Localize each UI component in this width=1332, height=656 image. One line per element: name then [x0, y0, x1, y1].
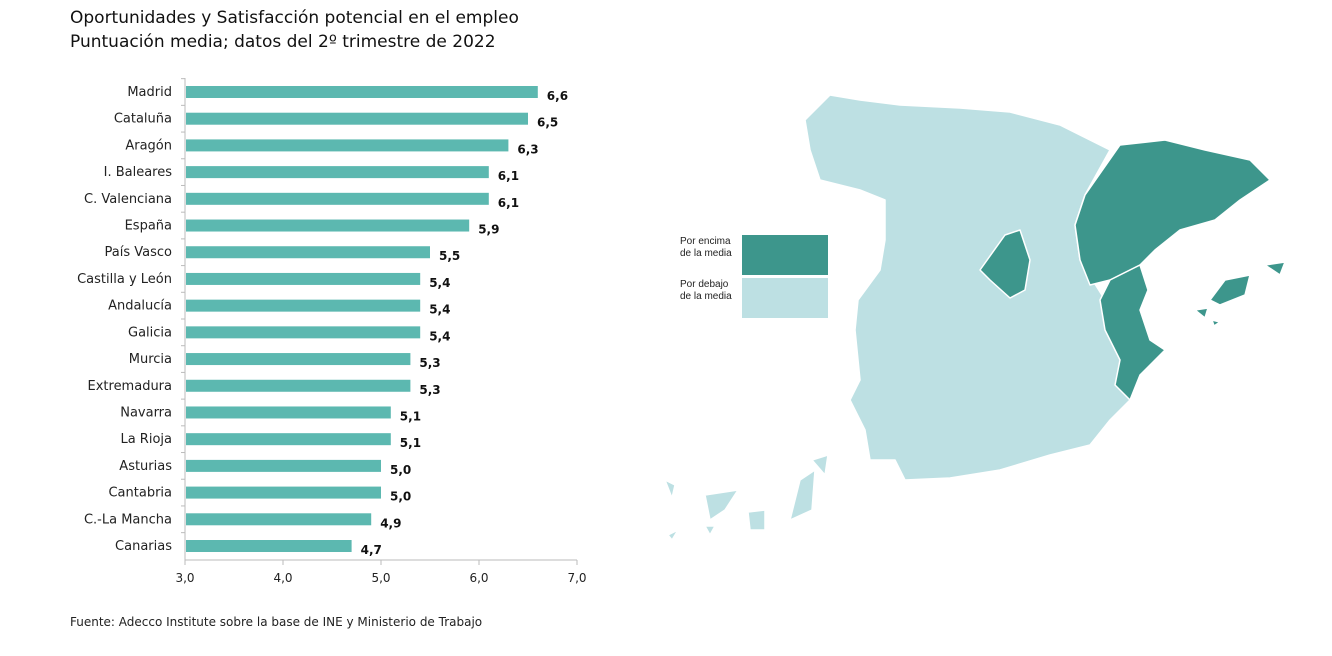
x-tick-label: 6,0 [469, 571, 488, 585]
bar [186, 540, 352, 552]
x-tick-label: 7,0 [567, 571, 586, 585]
value-label: 6,5 [537, 116, 558, 130]
map-region-aragon-cataluna [1074, 139, 1271, 286]
category-label: Navarra [120, 405, 172, 420]
category-label: España [125, 219, 172, 234]
value-label: 6,1 [498, 196, 519, 210]
bar [186, 353, 411, 366]
bar [186, 139, 509, 152]
chart-subtitle: Puntuación media; datos del 2º trimestre… [70, 32, 496, 52]
value-label: 5,3 [419, 356, 440, 370]
category-label: Asturias [119, 459, 172, 474]
bar [186, 219, 470, 232]
category-label: Canarias [115, 539, 172, 554]
category-label: Castilla y León [77, 272, 172, 287]
category-label: La Rioja [120, 432, 172, 447]
map-region-madrid [979, 229, 1031, 299]
bar [186, 379, 411, 392]
category-label: Extremadura [88, 379, 173, 394]
value-label: 6,3 [517, 142, 538, 156]
legend-label-line: Por debajo [680, 279, 729, 290]
map-region-baleares [1194, 261, 1286, 327]
value-label: 5,1 [400, 436, 421, 450]
bar [186, 166, 489, 179]
legend-swatch-above [742, 235, 828, 275]
legend-label-line: de la media [680, 291, 732, 302]
value-label: 5,0 [390, 490, 411, 504]
category-label: Galicia [128, 325, 172, 340]
bar [186, 433, 391, 446]
bar [186, 486, 381, 499]
category-label: Andalucía [108, 299, 172, 314]
category-label: C.-La Mancha [84, 512, 172, 527]
category-label: C. Valenciana [84, 192, 172, 207]
category-label: I. Baleares [104, 165, 173, 180]
value-label: 5,4 [429, 303, 450, 317]
bar [186, 299, 421, 312]
value-label: 5,1 [400, 409, 421, 423]
bar [186, 246, 430, 259]
category-label: Murcia [129, 352, 172, 367]
category-label: País Vasco [105, 245, 173, 260]
bar-chart: Madrid 6,6 Cataluña 6,5 Aragón 6,3 I. Baleares… [77, 78, 587, 585]
map-region-canarias [664, 454, 829, 541]
category-label: Cantabria [108, 486, 172, 501]
chart-title: Oportunidades y Satisfacción potencial e… [70, 8, 519, 28]
legend-label-line: Por encima [680, 236, 731, 247]
bar [186, 406, 391, 419]
bar [186, 272, 421, 285]
value-label: 5,3 [419, 383, 440, 397]
category-label: Cataluña [114, 112, 172, 127]
value-label: 4,7 [361, 543, 382, 557]
map-region-light [804, 94, 1161, 481]
value-label: 6,6 [547, 89, 568, 103]
category-label: Madrid [127, 85, 172, 100]
x-tick-label: 3,0 [175, 571, 194, 585]
legend-below-label: Por debajo de la media [680, 279, 732, 303]
value-label: 5,4 [429, 276, 450, 290]
bar [186, 326, 421, 339]
value-label: 4,9 [380, 516, 401, 530]
legend-label-line: de la media [680, 248, 732, 259]
bar [186, 112, 528, 125]
legend-above-label: Por encima de la media [680, 236, 732, 260]
x-tick-label: 4,0 [273, 571, 292, 585]
value-label: 5,5 [439, 249, 460, 263]
value-label: 5,4 [429, 329, 450, 343]
bar [186, 459, 381, 472]
bar [186, 86, 538, 98]
x-tick-label: 5,0 [371, 571, 390, 585]
bar [186, 192, 489, 205]
source-note: Fuente: Adecco Institute sobre la base d… [70, 615, 483, 629]
legend-swatch-below [742, 278, 828, 318]
bar [186, 513, 372, 526]
category-label: Aragón [125, 138, 172, 153]
map-region-valencia [1099, 264, 1166, 401]
value-label: 6,1 [498, 169, 519, 183]
value-label: 5,0 [390, 463, 411, 477]
value-label: 5,9 [478, 223, 499, 237]
